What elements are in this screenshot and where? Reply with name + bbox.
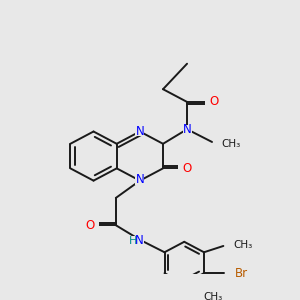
Text: O: O xyxy=(85,219,95,232)
Text: CH₃: CH₃ xyxy=(221,139,240,149)
Bar xyxy=(135,176,144,185)
Text: CH₃: CH₃ xyxy=(204,292,223,300)
Bar xyxy=(205,98,214,106)
Text: O: O xyxy=(210,95,219,108)
Bar xyxy=(183,125,191,133)
Bar xyxy=(124,236,144,244)
Text: Br: Br xyxy=(234,267,248,280)
Bar xyxy=(178,164,187,172)
Text: N: N xyxy=(136,173,144,186)
Text: H: H xyxy=(129,236,137,246)
Text: N: N xyxy=(134,234,143,247)
Text: CH₃: CH₃ xyxy=(233,240,253,250)
Text: O: O xyxy=(183,162,192,175)
Bar xyxy=(91,221,100,229)
Text: N: N xyxy=(136,125,144,138)
Text: N: N xyxy=(183,123,191,136)
Bar xyxy=(135,128,144,136)
